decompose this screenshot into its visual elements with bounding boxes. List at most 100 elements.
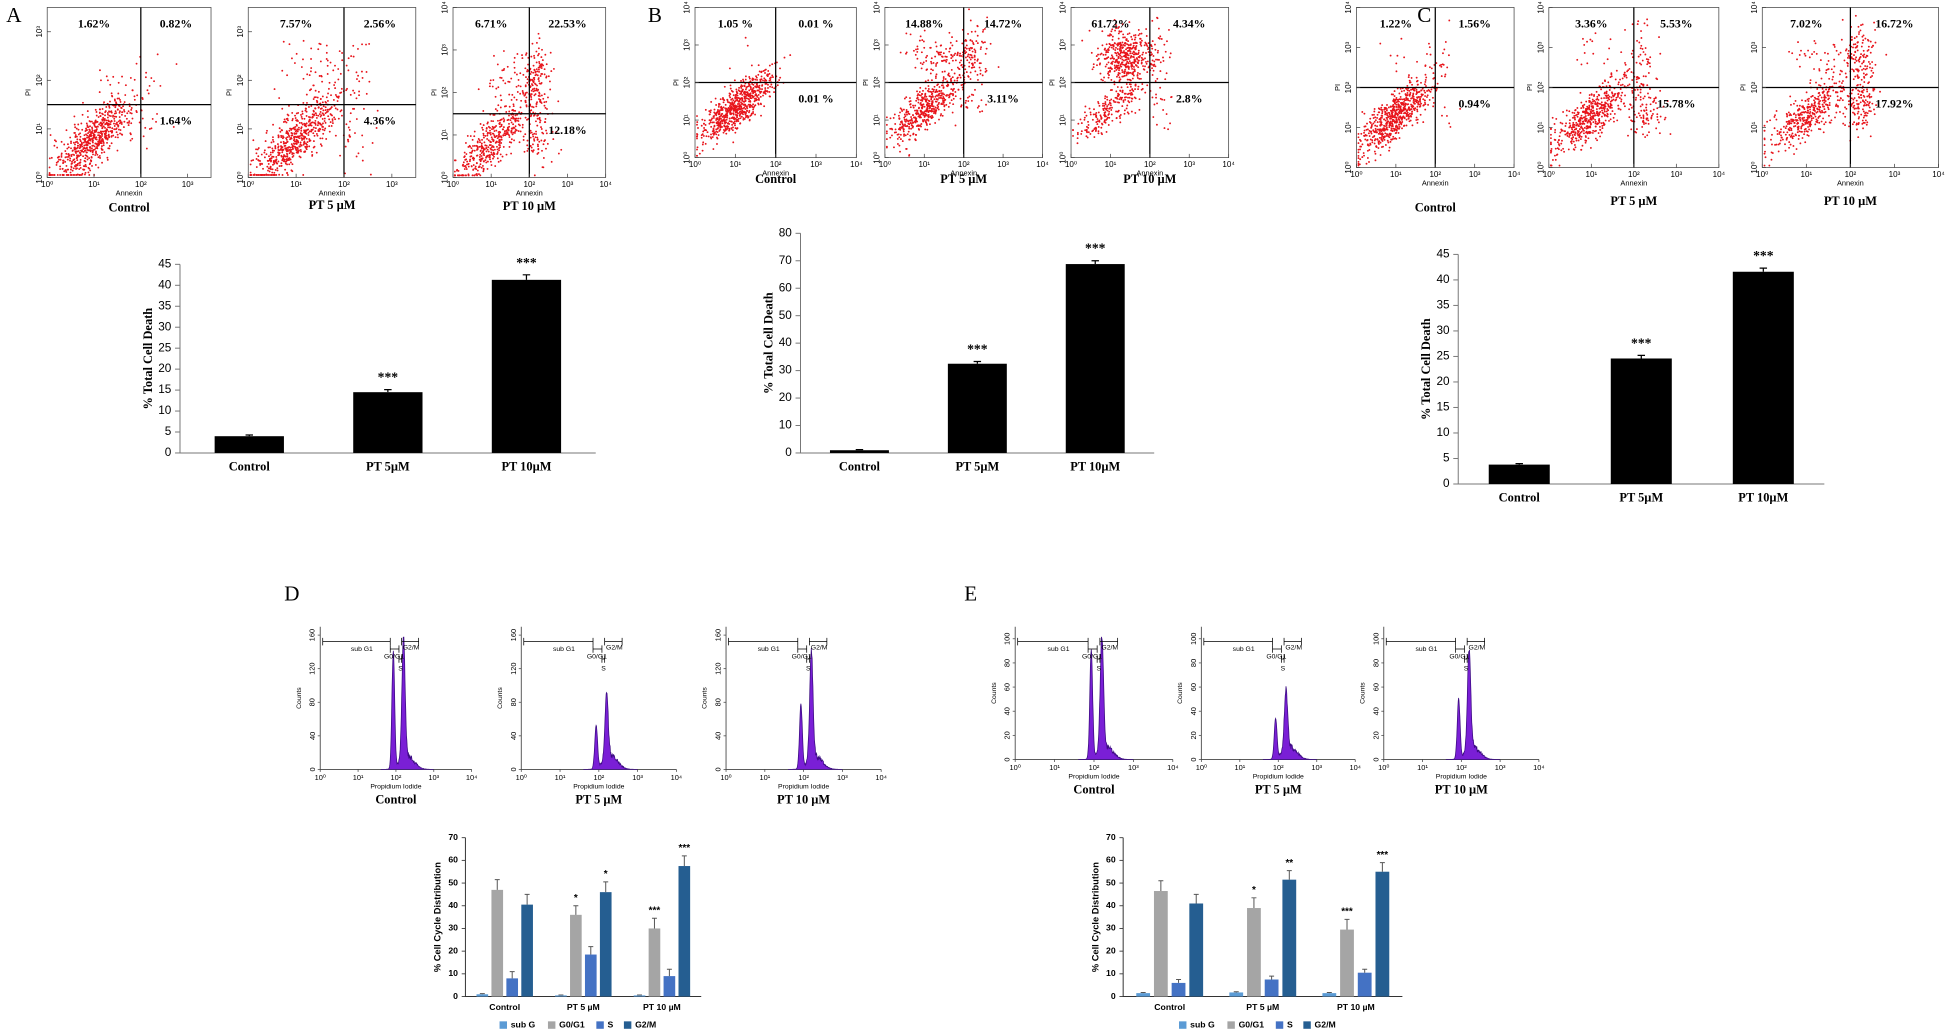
event-dot	[765, 82, 768, 85]
event-dot	[721, 119, 724, 122]
event-dot	[104, 126, 106, 129]
event-dot	[1124, 63, 1127, 66]
event-dot	[934, 106, 937, 109]
event-dot	[741, 99, 744, 102]
x-tick-label: 10⁴	[599, 180, 612, 189]
event-dot	[48, 174, 51, 176]
event-dot	[1163, 43, 1166, 46]
event-dot	[950, 57, 953, 60]
event-dot	[500, 138, 503, 141]
event-dot	[265, 131, 268, 134]
event-dot	[1150, 51, 1153, 54]
x-tick-label: 10²	[770, 160, 782, 169]
event-dot	[898, 136, 901, 139]
event-dot	[276, 167, 279, 170]
event-dot	[310, 47, 313, 50]
event-dot	[94, 129, 97, 132]
event-dot	[471, 149, 474, 152]
event-dot	[1360, 145, 1362, 148]
event-dot	[915, 117, 918, 120]
event-dot	[1121, 69, 1124, 72]
event-dot	[284, 168, 287, 171]
event-dot	[761, 88, 763, 91]
event-dot	[105, 75, 108, 78]
event-dot	[328, 130, 331, 133]
x-axis-label: Annexin	[1136, 169, 1163, 178]
event-dot	[334, 81, 337, 84]
event-dot	[475, 162, 478, 164]
event-dot	[1145, 62, 1148, 65]
event-dot	[287, 119, 289, 122]
event-dot	[1113, 64, 1116, 67]
event-dot	[1162, 60, 1165, 62]
event-dot	[316, 134, 319, 137]
event-dot	[545, 132, 548, 135]
event-dot	[952, 94, 954, 97]
y-tick-label: 0	[165, 446, 172, 459]
event-dot	[1430, 67, 1433, 70]
y-tick-label: 70	[779, 254, 793, 267]
event-dot	[1381, 104, 1384, 107]
event-dot	[319, 98, 322, 100]
event-dot	[85, 122, 88, 125]
event-dot	[1125, 66, 1127, 69]
event-dot	[960, 55, 963, 57]
event-dot	[953, 54, 956, 57]
event-dot	[739, 114, 741, 117]
event-dot	[1392, 135, 1395, 138]
event-dot	[337, 117, 340, 120]
event-dot	[532, 135, 535, 138]
event-dot	[1127, 100, 1130, 102]
event-dot	[98, 135, 101, 138]
event-dot	[79, 164, 81, 167]
event-dot	[763, 105, 766, 108]
event-dot	[922, 89, 924, 92]
event-dot	[968, 65, 971, 68]
event-dot	[341, 52, 344, 54]
event-dot	[1128, 32, 1131, 35]
event-dot	[1374, 127, 1377, 130]
event-dot	[929, 72, 932, 75]
event-dot	[94, 147, 97, 150]
event-dot	[282, 142, 285, 145]
event-dot	[471, 174, 474, 177]
y-tick-label: 30	[158, 320, 172, 333]
event-dot	[327, 92, 329, 95]
event-dot	[696, 137, 698, 140]
y-tick-label: 10³	[35, 26, 44, 38]
event-dot	[65, 171, 68, 173]
event-dot	[739, 93, 742, 95]
event-dot	[499, 106, 502, 109]
event-dot	[300, 115, 303, 118]
event-dot	[545, 147, 547, 150]
event-dot	[1432, 105, 1435, 108]
event-dot	[464, 158, 467, 161]
event-dot	[719, 128, 722, 131]
event-dot	[732, 126, 734, 129]
event-dot	[1117, 110, 1120, 113]
event-dot	[353, 92, 356, 94]
event-dot	[71, 169, 74, 172]
event-dot	[981, 30, 984, 33]
event-dot	[1378, 136, 1381, 139]
event-dot	[118, 111, 121, 114]
event-dot	[291, 57, 293, 60]
event-dot	[314, 89, 317, 92]
event-dot	[1095, 55, 1098, 58]
event-dot	[508, 122, 510, 125]
event-dot	[109, 100, 111, 103]
event-dot	[1422, 121, 1425, 124]
event-dot	[744, 78, 747, 81]
event-dot	[347, 69, 350, 72]
event-dot	[1403, 56, 1406, 59]
event-dot	[311, 115, 314, 118]
event-dot	[1167, 128, 1170, 131]
event-dot	[1098, 119, 1101, 122]
error-bar	[522, 274, 531, 280]
event-dot	[1119, 54, 1122, 57]
event-dot	[486, 167, 489, 170]
event-dot	[86, 126, 89, 128]
event-dot	[736, 99, 738, 101]
event-dot	[742, 118, 745, 121]
